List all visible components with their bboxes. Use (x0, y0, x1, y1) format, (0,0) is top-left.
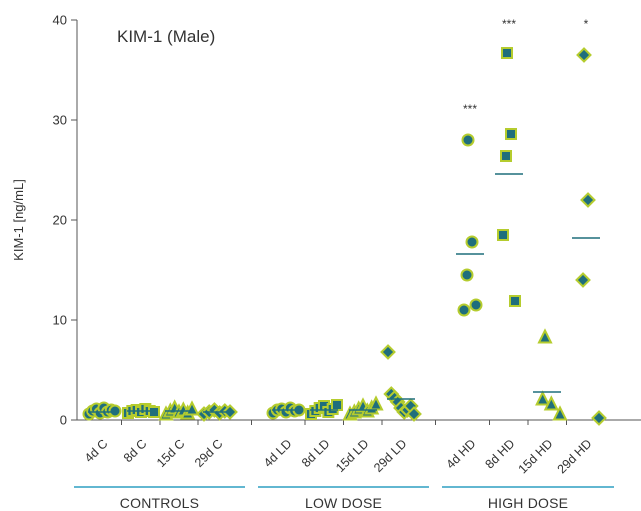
data-point-circle (460, 268, 474, 282)
category-label: 8d HD (482, 437, 517, 472)
significance-marker: *** (502, 17, 516, 31)
category-label: 29d LD (371, 437, 409, 475)
data-point-diamond (406, 406, 422, 422)
group-label: HIGH DOSE (488, 495, 568, 511)
category-label: 29d C (192, 437, 225, 470)
data-point-square (501, 47, 513, 59)
category-label: 8d C (121, 437, 150, 466)
data-point-circle (461, 133, 475, 147)
category-label: 8d LD (299, 437, 332, 470)
data-point-diamond (575, 272, 591, 288)
significance-marker: *** (463, 102, 477, 116)
category-label: 15d LD (333, 437, 371, 475)
y-tick-label: 20 (53, 213, 67, 228)
data-point-square (148, 406, 160, 418)
data-point-square (497, 229, 509, 241)
y-tick-label: 0 (60, 413, 67, 428)
data-point-square (505, 128, 517, 140)
category-label: 15d C (154, 437, 187, 470)
data-point-circle (108, 404, 122, 418)
category-label: 4d C (82, 437, 111, 466)
data-point-circle (469, 298, 483, 312)
data-point-diamond (380, 344, 396, 360)
category-label: 4d HD (443, 437, 478, 472)
data-point-triangle (552, 405, 568, 421)
data-point-circle (465, 235, 479, 249)
group-label: LOW DOSE (305, 495, 382, 511)
data-point-triangle (537, 328, 553, 344)
data-point-square (509, 295, 521, 307)
data-point-diamond (591, 410, 607, 426)
data-point-diamond (576, 47, 592, 63)
category-label: 15d HD (516, 437, 556, 477)
group-label: CONTROLS (120, 495, 199, 511)
y-tick-label: 30 (53, 113, 67, 128)
y-tick-label: 10 (53, 313, 67, 328)
data-point-square (331, 399, 343, 411)
data-point-square (500, 150, 512, 162)
data-point-triangle (543, 395, 559, 411)
label-layer: 0 10 20 30 40 KIM-1 [ng/mL] KIM-1 (Male) 4d C 8d… (11, 13, 594, 511)
y-tick-label: 40 (53, 13, 67, 28)
y-axis-title: KIM-1 [ng/mL] (11, 179, 26, 261)
category-label: 4d LD (261, 437, 294, 470)
category-label: 29d HD (555, 437, 595, 477)
chart-title: KIM-1 (Male) (117, 27, 215, 46)
data-layer (82, 47, 607, 426)
data-point-triangle (535, 390, 551, 406)
data-point-diamond (580, 192, 596, 208)
data-point-circle (457, 303, 471, 317)
significance-marker: * (584, 17, 589, 31)
